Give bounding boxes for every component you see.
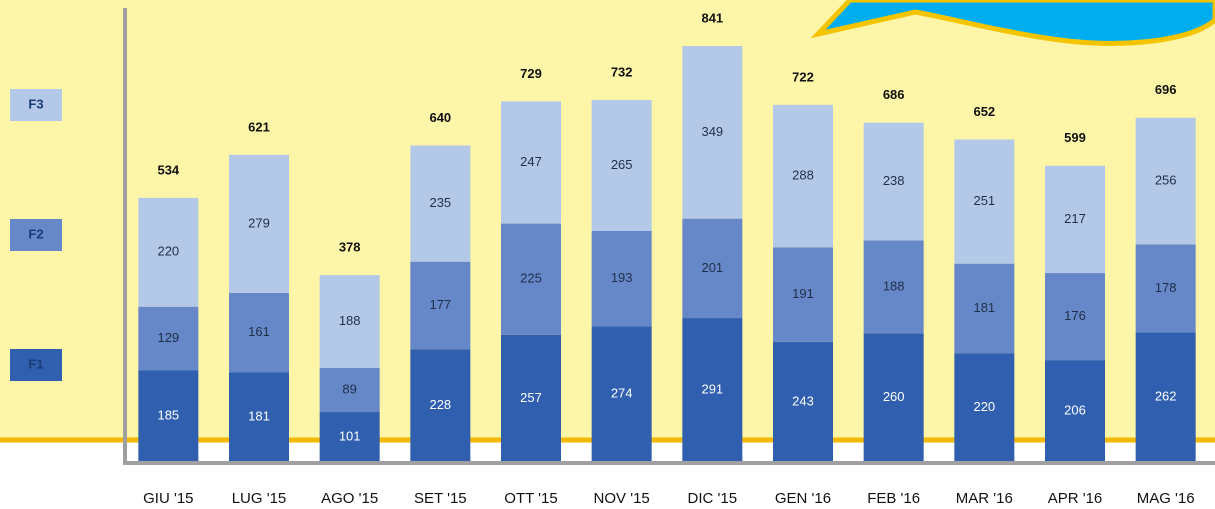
total-label: 599 bbox=[1064, 130, 1086, 145]
x-tick-label: OTT '15 bbox=[504, 490, 557, 507]
chart: 185 129 220 534 181 161 279 621 101 89 188 378 228 17… bbox=[0, 0, 1215, 509]
value-label: 257 bbox=[520, 390, 542, 405]
value-label: 217 bbox=[1064, 211, 1086, 226]
value-label: 178 bbox=[1155, 280, 1177, 295]
value-label: 161 bbox=[248, 324, 270, 339]
value-label: 181 bbox=[248, 409, 270, 424]
value-label: 260 bbox=[883, 389, 905, 404]
total-label: 841 bbox=[701, 10, 723, 25]
value-label: 129 bbox=[157, 330, 179, 345]
legend-label: F3 bbox=[28, 96, 43, 111]
value-label: 225 bbox=[520, 271, 542, 286]
total-label: 729 bbox=[520, 66, 542, 81]
value-label: 256 bbox=[1155, 172, 1177, 187]
legend-label: F2 bbox=[28, 226, 43, 241]
value-label: 185 bbox=[157, 408, 179, 423]
x-tick-label: NOV '15 bbox=[594, 490, 650, 507]
x-tick-label: GEN '16 bbox=[775, 490, 831, 507]
value-label: 228 bbox=[429, 397, 451, 412]
x-tick-label: FEB '16 bbox=[867, 490, 920, 507]
value-label: 191 bbox=[792, 286, 814, 301]
x-tick-label: MAR '16 bbox=[956, 490, 1013, 507]
value-label: 206 bbox=[1064, 402, 1086, 417]
x-tick-label: AGO '15 bbox=[321, 490, 378, 507]
value-label: 177 bbox=[429, 297, 451, 312]
value-label: 235 bbox=[429, 195, 451, 210]
total-label: 621 bbox=[248, 119, 270, 134]
x-tick-label: SET '15 bbox=[414, 490, 467, 507]
legend-label: F1 bbox=[28, 356, 43, 371]
total-label: 640 bbox=[429, 110, 451, 125]
total-label: 686 bbox=[883, 87, 905, 102]
value-label: 251 bbox=[973, 193, 995, 208]
value-label: 274 bbox=[611, 386, 633, 401]
value-label: 291 bbox=[701, 381, 723, 396]
x-tick-label: DIC '15 bbox=[688, 490, 738, 507]
value-label: 265 bbox=[611, 157, 633, 172]
value-label: 238 bbox=[883, 173, 905, 188]
value-label: 279 bbox=[248, 215, 270, 230]
value-label: 188 bbox=[883, 278, 905, 293]
total-label: 732 bbox=[611, 64, 633, 79]
value-label: 243 bbox=[792, 393, 814, 408]
value-label: 220 bbox=[157, 244, 179, 259]
total-label: 534 bbox=[157, 162, 179, 177]
value-label: 262 bbox=[1155, 389, 1177, 404]
value-label: 288 bbox=[792, 168, 814, 183]
value-label: 193 bbox=[611, 270, 633, 285]
total-label: 378 bbox=[339, 239, 361, 254]
x-tick-label: APR '16 bbox=[1048, 490, 1103, 507]
value-label: 181 bbox=[973, 300, 995, 315]
total-label: 722 bbox=[792, 69, 814, 84]
x-tick-label: GIU '15 bbox=[143, 490, 193, 507]
value-label: 176 bbox=[1064, 308, 1086, 323]
total-label: 696 bbox=[1155, 82, 1177, 97]
value-label: 349 bbox=[701, 124, 723, 139]
x-tick-label: MAG '16 bbox=[1137, 490, 1195, 507]
value-label: 247 bbox=[520, 154, 542, 169]
value-label: 188 bbox=[339, 313, 361, 328]
value-label: 101 bbox=[339, 428, 361, 443]
x-tick-label: LUG '15 bbox=[232, 490, 287, 507]
value-label: 201 bbox=[701, 260, 723, 275]
value-label: 89 bbox=[342, 381, 356, 396]
total-label: 652 bbox=[973, 104, 995, 119]
value-label: 220 bbox=[973, 399, 995, 414]
